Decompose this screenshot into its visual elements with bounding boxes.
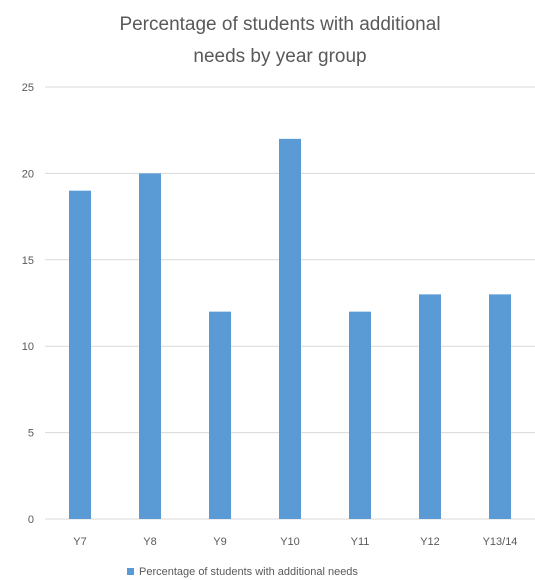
legend-swatch — [127, 568, 134, 575]
x-tick-label-y8: Y8 — [143, 536, 156, 548]
bar-y10 — [279, 138, 301, 519]
x-tick-label-y7: Y7 — [73, 536, 86, 548]
chart-title-line-2: needs by year group — [193, 46, 366, 67]
x-axis-tick-labels: Y7 Y8 Y9 Y10 Y11 Y12 Y13/14 — [73, 536, 517, 548]
x-tick-label-y13-14: Y13/14 — [483, 536, 518, 548]
y-tick-label-0: 0 — [28, 514, 34, 526]
y-tick-label-25: 25 — [22, 82, 34, 94]
bar-y7 — [69, 190, 91, 519]
bar-y13-14 — [489, 294, 511, 519]
bar-y11 — [349, 311, 371, 519]
y-tick-label-15: 15 — [22, 255, 34, 267]
chart-title-line-1: Percentage of students with additional — [119, 14, 440, 35]
x-tick-label-y11: Y11 — [351, 536, 370, 548]
y-tick-label-20: 20 — [22, 168, 34, 180]
x-tick-label-y10: Y10 — [280, 536, 300, 548]
bars — [69, 138, 511, 519]
x-tick-label-y9: Y9 — [213, 536, 226, 548]
legend: Percentage of students with additional n… — [127, 566, 358, 578]
legend-label: Percentage of students with additional n… — [139, 566, 358, 578]
bar-y8 — [139, 173, 161, 519]
y-tick-label-10: 10 — [22, 341, 34, 353]
y-tick-label-5: 5 — [28, 428, 34, 440]
x-tick-label-y12: Y12 — [420, 536, 440, 548]
bar-y9 — [209, 311, 231, 519]
y-axis-tick-labels: 0 5 10 15 20 25 — [22, 82, 34, 526]
bar-y12 — [419, 294, 441, 519]
